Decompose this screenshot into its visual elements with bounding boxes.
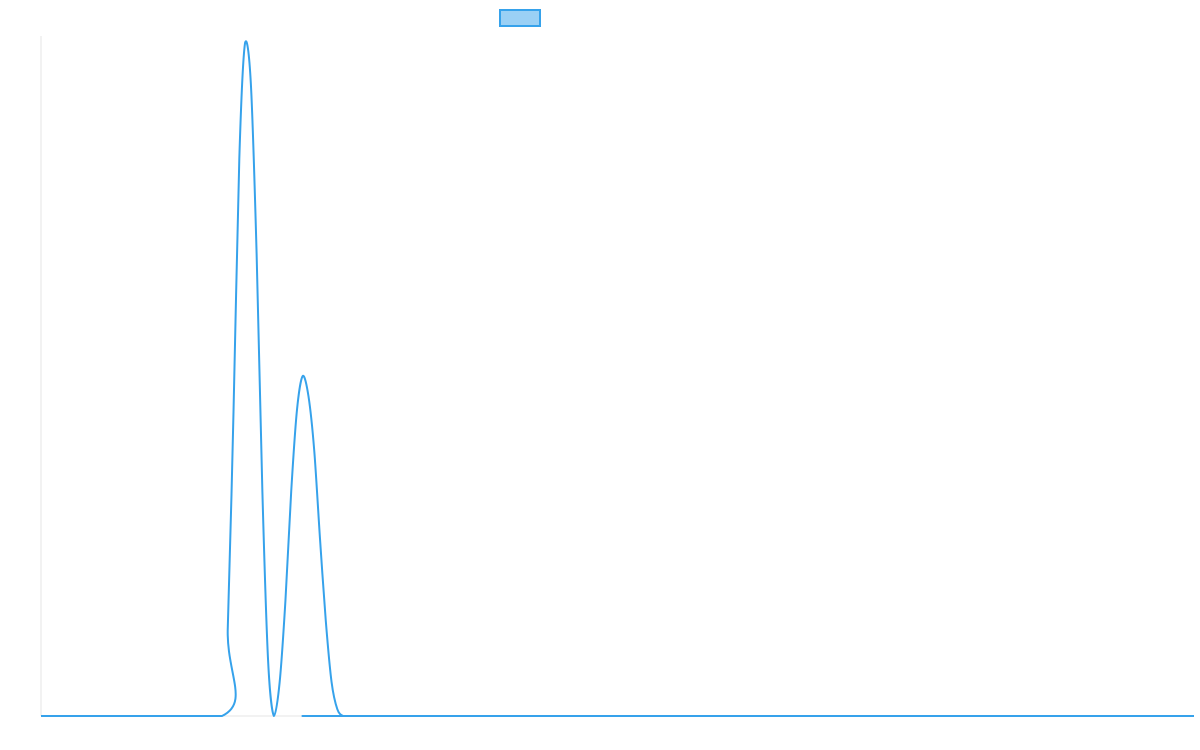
chart-axes (40, 36, 1194, 717)
series-line (41, 40, 1194, 718)
legend-swatch[interactable] (499, 9, 541, 27)
chart-legend[interactable] (499, 9, 541, 27)
chart-series (41, 40, 1194, 718)
